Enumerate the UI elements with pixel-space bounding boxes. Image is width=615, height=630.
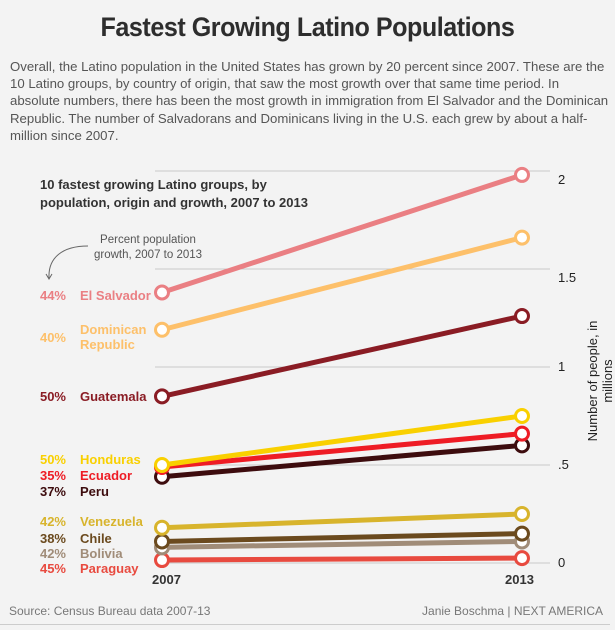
series-line-ecuador: [161, 431, 523, 470]
growth-label-guatemala: 50%: [39, 389, 66, 404]
series-label-el-salvador: El Salvador: [80, 288, 151, 303]
y-tick-label: 2: [558, 172, 566, 187]
y-tick-label: 1.5: [558, 270, 577, 285]
data-point-guatemala-2013: [514, 308, 530, 325]
series-line-bolivia: [161, 538, 523, 550]
y-tick-label: 1: [558, 359, 566, 374]
y-tick-label: 0: [558, 555, 566, 570]
series-label-venezuela: Venezuela: [80, 514, 143, 529]
source-note: Source: Census Bureau data 2007-13: [9, 604, 211, 618]
growth-label-peru: 37%: [39, 484, 66, 499]
data-point-paraguay-2013: [514, 550, 530, 567]
series-line-honduras: [161, 413, 523, 468]
credit-note: Janie Boschma | NEXT AMERICA: [422, 604, 603, 618]
curved-arrow-icon: [48, 245, 89, 279]
series-label-line1: Dominican: [80, 322, 147, 337]
growth-label-ecuador: 35%: [39, 468, 66, 483]
growth-label-el-salvador: 44%: [39, 288, 66, 303]
bottom-divider: [0, 624, 610, 625]
growth-label-bolivia: 42%: [39, 546, 66, 561]
series-label-peru: Peru: [80, 484, 109, 499]
y-axis-title: Number of people, in millions: [585, 320, 615, 442]
growth-label-dominican-republic: 40%: [39, 330, 66, 345]
growth-label-honduras: 50%: [39, 452, 66, 467]
arrow-head-icon: [45, 273, 53, 280]
series-line-dominican-republic: [161, 235, 523, 333]
series-label-dominican-republic: Dominican Republic: [80, 322, 160, 352]
data-point-ecuador-2013: [514, 425, 530, 442]
growth-label-chile: 38%: [39, 531, 66, 546]
data-point-chile-2013: [514, 525, 530, 542]
intro-paragraph: Overall, the Latino population in the Un…: [10, 59, 609, 143]
growth-label-paraguay: 45%: [39, 561, 66, 576]
data-point-guatemala-2007: [154, 388, 170, 405]
series-line-paraguay: [161, 555, 523, 563]
data-point-dominican-republic-2013: [514, 229, 530, 246]
series-label-bolivia: Bolivia: [80, 546, 123, 561]
series-label-ecuador: Ecuador: [80, 468, 133, 483]
series-label-honduras: Honduras: [80, 452, 141, 467]
data-point-honduras-2007: [154, 457, 170, 473]
series-label-guatemala: Guatemala: [80, 389, 147, 404]
series-line-guatemala: [161, 313, 523, 399]
series-label-chile: Chile: [80, 531, 112, 546]
data-point-el-salvador-2007: [154, 284, 170, 301]
x-label-2007: 2007: [152, 572, 181, 587]
data-point-el-salvador-2013: [514, 166, 530, 183]
page-title: Fastest Growing Latino Populations: [100, 12, 515, 42]
series-line-chile: [161, 531, 523, 544]
series-label-paraguay: Paraguay: [80, 561, 139, 576]
chart-subtitle: 10 fastest growing Latino groups, by pop…: [40, 177, 308, 210]
series-line-el-salvador: [161, 172, 523, 295]
data-point-honduras-2013: [514, 408, 530, 424]
series-line-peru: [161, 442, 523, 480]
data-point-venezuela-2013: [514, 506, 530, 522]
series-label-line2: Republic: [80, 337, 135, 352]
x-label-2013: 2013: [505, 572, 534, 587]
data-point-venezuela-2007: [154, 519, 170, 536]
series-line-venezuela: [161, 511, 523, 531]
y-tick-label: .5: [558, 457, 569, 472]
growth-annotation: Percent population growth, 2007 to 2013: [93, 234, 203, 261]
growth-label-venezuela: 42%: [39, 514, 66, 529]
data-point-dominican-republic-2007: [154, 321, 170, 338]
